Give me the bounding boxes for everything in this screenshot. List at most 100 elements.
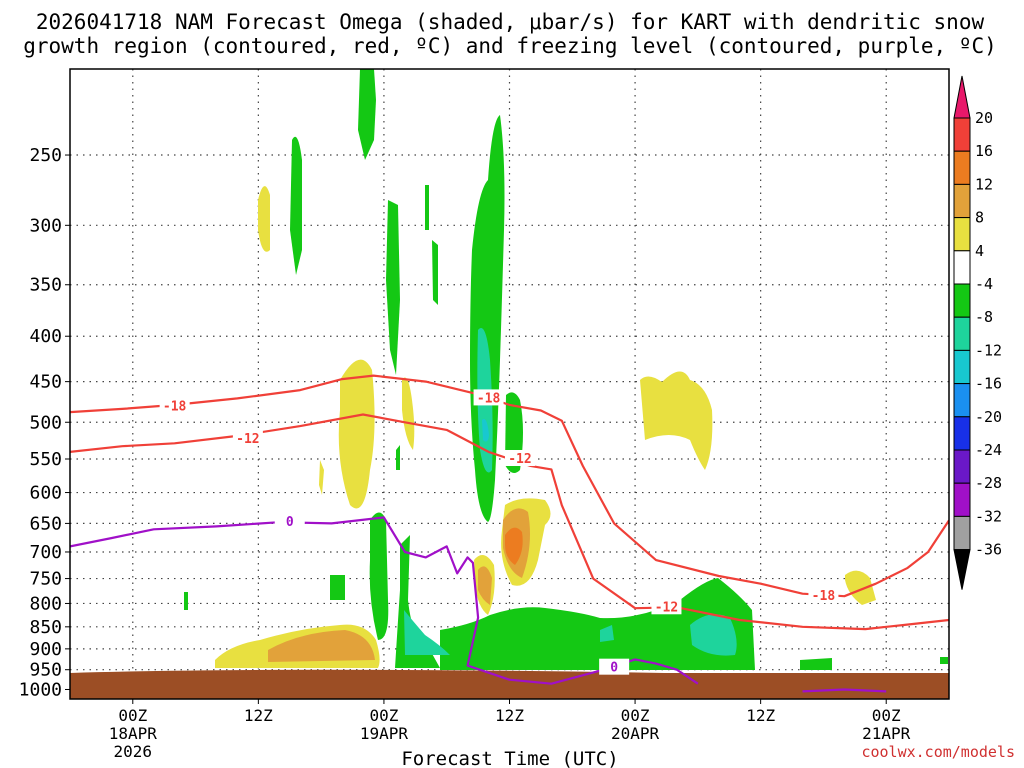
colorbar-bin <box>953 183 971 219</box>
y-tick-label: 250 <box>29 145 62 166</box>
y-tick-label: 700 <box>29 542 62 563</box>
contour-label-bg <box>808 587 839 604</box>
x-tick-label: 00Z <box>369 706 398 725</box>
omega-ascent-region <box>358 69 376 160</box>
omega-ascent-strong <box>404 610 450 655</box>
omega-descent-region <box>845 570 876 605</box>
y-tick-label: 650 <box>29 513 62 534</box>
contour-label-bg <box>599 658 630 675</box>
colorbar-label: -16 <box>975 375 1002 393</box>
colorbar-label: -8 <box>975 308 993 326</box>
x-tick-label: 00Z <box>872 706 901 725</box>
colorbar-label: -24 <box>975 441 1002 459</box>
x-axis-label: Forecast Time (UTC) <box>401 748 618 768</box>
y-tick-label: 300 <box>29 215 62 236</box>
gridlines <box>70 69 949 699</box>
colorbar: 20 16 12 8 4 -4 -8 -12 -16 -20 -24 -28 -32 -36 <box>953 75 1002 590</box>
omega-ascent-region <box>440 578 755 670</box>
omega-ascent-region <box>290 136 302 275</box>
omega-ascent-region <box>386 200 400 375</box>
y-tick-label: 950 <box>29 660 62 681</box>
contour-label-bg <box>232 429 263 446</box>
omega-descent-region <box>258 186 270 252</box>
x-tick-label: 12Z <box>495 706 524 725</box>
omega-ascent-region <box>184 592 188 610</box>
colorbar-label: -20 <box>975 408 1002 426</box>
colorbar-bin <box>953 250 971 285</box>
y-tick-label: 450 <box>29 372 62 393</box>
y-tick-label: 1000 <box>19 679 62 700</box>
contour-label-bg <box>159 397 190 414</box>
omega-ascent-max <box>482 419 489 442</box>
contour-label: -12 <box>508 452 531 467</box>
y-tick-label: 750 <box>29 569 62 590</box>
omega-ascent-strong <box>600 625 614 642</box>
contour-line-dgz-top <box>70 374 949 598</box>
colorbar-label: -4 <box>975 275 993 293</box>
omega-descent-region <box>402 377 415 450</box>
colorbar-label: 20 <box>975 109 993 127</box>
x-tick-label: 00Z <box>118 706 147 725</box>
x-tick-label: 12Z <box>244 706 273 725</box>
omega-descent-region <box>640 371 713 470</box>
contour-label: -18 <box>477 391 501 406</box>
contour-label-bg <box>473 389 504 406</box>
colorbar-bin <box>953 283 971 318</box>
chart-title-line2: growth region (contoured, red, ºC) and f… <box>23 34 997 58</box>
omega-ascent-region <box>940 657 948 664</box>
colorbar-label: -12 <box>975 341 1002 359</box>
omega-ascent-region <box>330 575 345 600</box>
omega-ascent-region <box>425 185 429 230</box>
contour-label: -18 <box>812 589 836 604</box>
omega-ascent-region <box>432 240 438 305</box>
contour-label-bg <box>651 598 682 615</box>
x-tick-label: 21APR <box>862 724 911 743</box>
colorbar-bin <box>953 217 971 252</box>
plot-background <box>70 69 949 699</box>
colorbar-label: -28 <box>975 474 1002 492</box>
colorbar-label: -32 <box>975 507 1002 525</box>
contour-line-freezing-level-east <box>802 688 887 693</box>
contour-label-bg <box>504 449 535 466</box>
contour-label: -12 <box>655 600 678 615</box>
colorbar-top-arrow <box>953 75 971 119</box>
x-tick-label: 20APR <box>611 724 660 743</box>
omega-descent-strong <box>478 566 492 605</box>
x-tick-label: 12Z <box>746 706 775 725</box>
x-tick-label: 2026 <box>114 742 153 761</box>
colorbar-bin <box>953 449 971 484</box>
colorbar-label: 12 <box>975 175 993 193</box>
colorbar-label: 8 <box>975 209 984 227</box>
y-tick-label: 500 <box>29 412 62 433</box>
omega-ascent-strong <box>690 614 737 656</box>
omega-ascent-region <box>396 445 400 470</box>
credit-text: coolwx.com/models <box>861 743 1015 761</box>
omega-ascent-region <box>800 658 832 670</box>
y-tick-label: 350 <box>29 275 62 296</box>
x-tick-label: 00Z <box>621 706 650 725</box>
contour-label-bg <box>274 513 305 530</box>
colorbar-bottom-arrow <box>953 549 971 590</box>
y-tick-label: 400 <box>29 326 62 347</box>
omega-descent-region <box>338 359 375 509</box>
colorbar-bin <box>953 150 971 185</box>
y-tick-label: 600 <box>29 483 62 504</box>
y-tick-label: 550 <box>29 449 62 470</box>
contours: -18 -18 -18 -12 -12 -12 0 0 <box>70 374 949 693</box>
colorbar-bin <box>953 349 971 385</box>
contour-label: 0 <box>610 661 618 676</box>
omega-descent-strong <box>268 630 375 662</box>
contour-label: -12 <box>236 432 259 447</box>
plot-area: -18 -18 -18 -12 -12 -12 0 0 <box>69 68 950 700</box>
y-tick-label: 850 <box>29 617 62 638</box>
x-tick-label: 19APR <box>360 724 409 743</box>
colorbar-bin <box>953 117 971 152</box>
colorbar-bin <box>953 383 971 418</box>
omega-ascent-region <box>369 512 389 640</box>
colorbar-bin <box>953 316 971 351</box>
contour-label: -18 <box>163 400 187 415</box>
omega-shading <box>70 69 949 699</box>
contour-label: 0 <box>286 515 294 530</box>
